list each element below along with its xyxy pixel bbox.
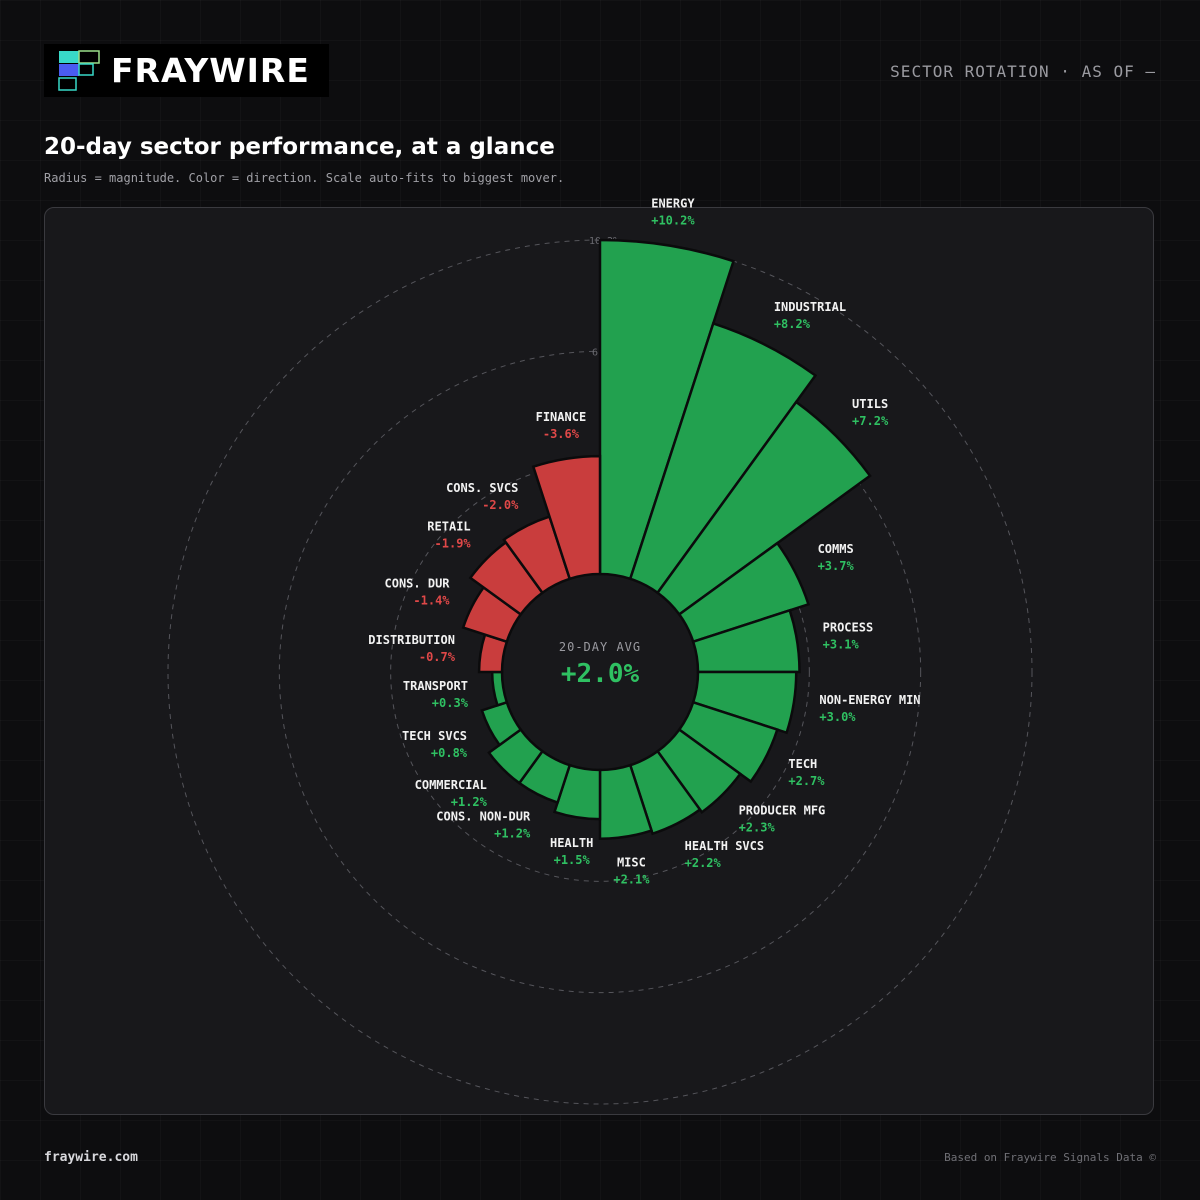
category-label: ENERGY — [651, 197, 695, 211]
bar-commercial[interactable] — [487, 727, 545, 785]
value-label: +2.2% — [685, 856, 722, 870]
bar-utils[interactable] — [655, 400, 872, 617]
category-label: COMMS — [818, 542, 854, 556]
brand-name: FRAYWIRE — [111, 51, 310, 90]
value-label: +0.3% — [432, 696, 469, 710]
category-label: NON-ENERGY MIN — [819, 693, 920, 707]
category-label: MISC — [617, 855, 646, 869]
category-label: DISTRIBUTION — [368, 633, 455, 647]
bars — [461, 238, 872, 841]
value-label: +2.7% — [788, 774, 825, 788]
center-label: 20-DAY AVG — [559, 640, 641, 654]
category-label: CONS. SVCS — [446, 481, 518, 495]
page-title: 20-day sector performance, at a glance — [44, 134, 555, 160]
footer-site-link[interactable]: fraywire.com — [44, 1150, 138, 1165]
category-label: RETAIL — [427, 520, 470, 534]
bar-finance[interactable] — [531, 454, 602, 581]
value-label: -3.6% — [543, 427, 580, 441]
value-label: -1.9% — [435, 537, 472, 551]
value-label: +3.1% — [823, 637, 860, 651]
bar-tech[interactable] — [677, 700, 779, 784]
grid-ring — [167, 239, 1033, 1105]
bar-process[interactable] — [691, 608, 801, 674]
category-label: CONS. DUR — [385, 576, 451, 590]
category-label: TRANSPORT — [403, 679, 468, 693]
value-label: +2.1% — [613, 872, 650, 886]
value-label: +1.2% — [494, 827, 531, 841]
value-label: +1.5% — [554, 853, 591, 867]
bar-industrial[interactable] — [628, 321, 818, 595]
value-label: -2.0% — [482, 498, 519, 512]
fraywire-logo-icon — [58, 50, 100, 91]
value-label: +8.2% — [774, 317, 811, 331]
page-subtitle: Radius = magnitude. Color = direction. S… — [44, 171, 565, 185]
value-label: -0.7% — [419, 650, 456, 664]
value-label: +7.2% — [852, 414, 889, 428]
category-label: PROCESS — [823, 620, 874, 634]
value-label: +10.2% — [651, 214, 695, 228]
bar-tech-svcs[interactable] — [480, 700, 523, 747]
bar-energy[interactable] — [598, 238, 736, 581]
bar-producer-mfg[interactable] — [655, 727, 742, 814]
bar-comms[interactable] — [677, 541, 811, 644]
category-label: COMMERCIAL — [415, 778, 487, 792]
category-label: CONS. NON-DUR — [436, 810, 531, 824]
grid-ring — [390, 462, 810, 882]
bar-health-svcs[interactable] — [628, 749, 702, 836]
value-label: -1.4% — [413, 593, 450, 607]
category-label: HEALTH — [550, 836, 593, 850]
value-label: +0.8% — [431, 746, 468, 760]
category-label: TECH SVCS — [402, 729, 467, 743]
category-label: HEALTH SVCS — [685, 839, 764, 853]
category-label: TECH — [788, 757, 817, 771]
category-label: FINANCE — [536, 410, 587, 424]
value-label: +3.7% — [818, 559, 855, 573]
footer-credit: Based on Fraywire Signals Data © — [944, 1151, 1156, 1164]
bar-transport[interactable] — [490, 670, 509, 707]
bar-non-energy-min[interactable] — [691, 670, 798, 735]
value-label: +3.0% — [819, 710, 856, 724]
category-label: UTILS — [852, 397, 888, 411]
header-status: SECTOR ROTATION · AS OF — — [890, 62, 1156, 81]
value-label: +2.3% — [739, 821, 776, 835]
category-label: INDUSTRIAL — [774, 300, 846, 314]
bar-misc[interactable] — [598, 763, 654, 841]
value-label: +1.2% — [451, 795, 488, 809]
center-value: +2.0% — [561, 659, 640, 689]
brand-logo[interactable]: FRAYWIRE — [44, 44, 329, 97]
category-label: PRODUCER MFG — [739, 804, 826, 818]
